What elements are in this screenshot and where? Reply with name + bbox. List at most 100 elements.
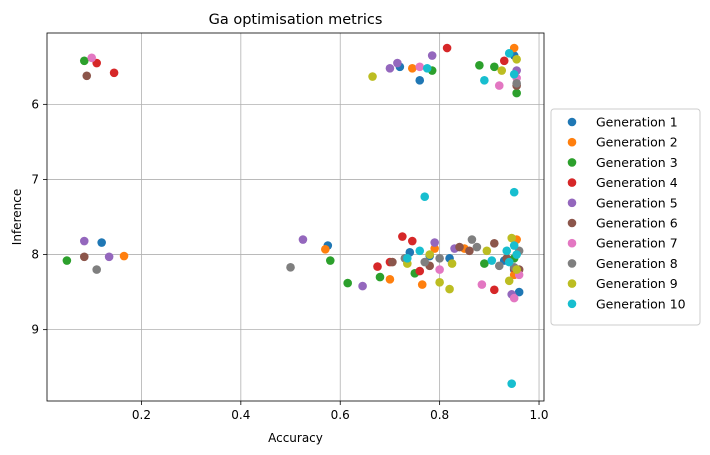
data-point bbox=[286, 263, 295, 272]
data-point bbox=[472, 242, 482, 252]
data-point bbox=[514, 287, 524, 297]
legend-marker bbox=[567, 279, 577, 288]
data-point bbox=[507, 379, 516, 389]
data-point bbox=[442, 43, 452, 53]
series-2 bbox=[119, 43, 521, 289]
data-point bbox=[494, 261, 504, 271]
data-point bbox=[393, 58, 402, 68]
data-point bbox=[509, 293, 519, 303]
data-point bbox=[512, 250, 521, 259]
data-point bbox=[415, 76, 425, 85]
legend-label: Generation 3 bbox=[596, 155, 678, 170]
data-point bbox=[92, 265, 101, 274]
series-4 bbox=[92, 43, 519, 295]
data-point bbox=[490, 62, 499, 72]
data-point bbox=[119, 251, 129, 261]
data-point bbox=[398, 232, 407, 241]
data-point bbox=[465, 246, 474, 256]
y-tick-label: 6 bbox=[31, 97, 39, 111]
data-point bbox=[455, 242, 464, 252]
data-point bbox=[467, 235, 477, 244]
data-point bbox=[415, 62, 425, 72]
data-point bbox=[79, 252, 89, 262]
legend-label: Generation 4 bbox=[596, 175, 678, 190]
data-point bbox=[298, 235, 308, 244]
data-point bbox=[502, 246, 512, 256]
data-points bbox=[62, 43, 524, 389]
data-point bbox=[477, 280, 487, 289]
data-point bbox=[475, 60, 484, 70]
legend-label: Generation 8 bbox=[596, 256, 678, 271]
legend-marker bbox=[567, 259, 577, 268]
data-point bbox=[104, 252, 114, 262]
data-point bbox=[482, 246, 492, 256]
data-point bbox=[417, 280, 427, 289]
data-point bbox=[480, 76, 489, 85]
legend-frame bbox=[550, 108, 701, 326]
data-point bbox=[427, 51, 437, 60]
data-point bbox=[385, 63, 395, 73]
series-3 bbox=[62, 56, 521, 288]
data-point bbox=[494, 81, 504, 90]
y-tick-label: 8 bbox=[31, 248, 39, 262]
data-point bbox=[497, 66, 507, 75]
series-10 bbox=[403, 48, 521, 389]
data-point bbox=[97, 238, 106, 247]
series-7 bbox=[87, 53, 524, 303]
data-point bbox=[512, 265, 521, 274]
data-point bbox=[109, 68, 119, 78]
legend-marker bbox=[567, 178, 577, 187]
x-tick-label: 0.6 bbox=[331, 408, 350, 422]
data-point bbox=[358, 281, 367, 291]
data-point bbox=[490, 238, 499, 248]
data-point bbox=[509, 241, 519, 250]
x-tick-label: 0.8 bbox=[430, 408, 449, 422]
legend-marker bbox=[567, 238, 577, 248]
legend-marker bbox=[567, 299, 577, 309]
legend-label: Generation 9 bbox=[596, 276, 678, 291]
legend-marker bbox=[567, 218, 577, 228]
data-point bbox=[447, 259, 457, 268]
data-point bbox=[87, 53, 97, 63]
legend-marker bbox=[567, 158, 577, 167]
legend-label: Generation 6 bbox=[596, 216, 678, 231]
data-point bbox=[512, 88, 521, 98]
x-tick-label: 1.0 bbox=[529, 408, 548, 422]
data-point bbox=[388, 257, 397, 267]
data-point bbox=[62, 256, 72, 265]
legend: Generation 1 Generation 2 Generation 3 Gene… bbox=[550, 108, 701, 326]
data-point bbox=[407, 63, 417, 73]
y-axis-label: Inference bbox=[10, 189, 24, 245]
data-point bbox=[430, 244, 439, 253]
data-point bbox=[507, 233, 516, 243]
legend-label: Generation 7 bbox=[596, 236, 678, 251]
data-point bbox=[373, 262, 382, 271]
data-point bbox=[422, 63, 432, 73]
legend-label: Generation 1 bbox=[596, 115, 678, 130]
series-1 bbox=[97, 51, 524, 297]
data-point bbox=[420, 192, 430, 202]
data-point bbox=[375, 272, 385, 282]
data-point bbox=[509, 187, 519, 197]
data-point bbox=[512, 54, 521, 64]
chart-title: Ga optimisation metrics bbox=[209, 12, 383, 28]
x-tick-label: 0.2 bbox=[132, 408, 151, 422]
data-point bbox=[79, 56, 89, 66]
data-point bbox=[420, 257, 430, 267]
data-point bbox=[435, 278, 444, 287]
x-axis-label: Accuracy bbox=[268, 431, 323, 445]
data-point bbox=[509, 70, 519, 79]
x-axis-ticks: 0.2 0.4 0.6 0.8 1.0 bbox=[132, 401, 549, 422]
grid bbox=[47, 33, 544, 401]
data-point bbox=[499, 56, 509, 66]
legend-label: Generation 2 bbox=[596, 135, 678, 150]
legend-marker bbox=[567, 137, 577, 147]
data-point bbox=[435, 265, 444, 274]
data-point bbox=[435, 254, 444, 263]
y-tick-label: 7 bbox=[31, 172, 39, 186]
data-point bbox=[430, 238, 439, 247]
y-axis-ticks: 6 7 8 9 bbox=[31, 97, 47, 337]
data-point bbox=[487, 256, 497, 265]
legend-marker bbox=[567, 198, 577, 208]
